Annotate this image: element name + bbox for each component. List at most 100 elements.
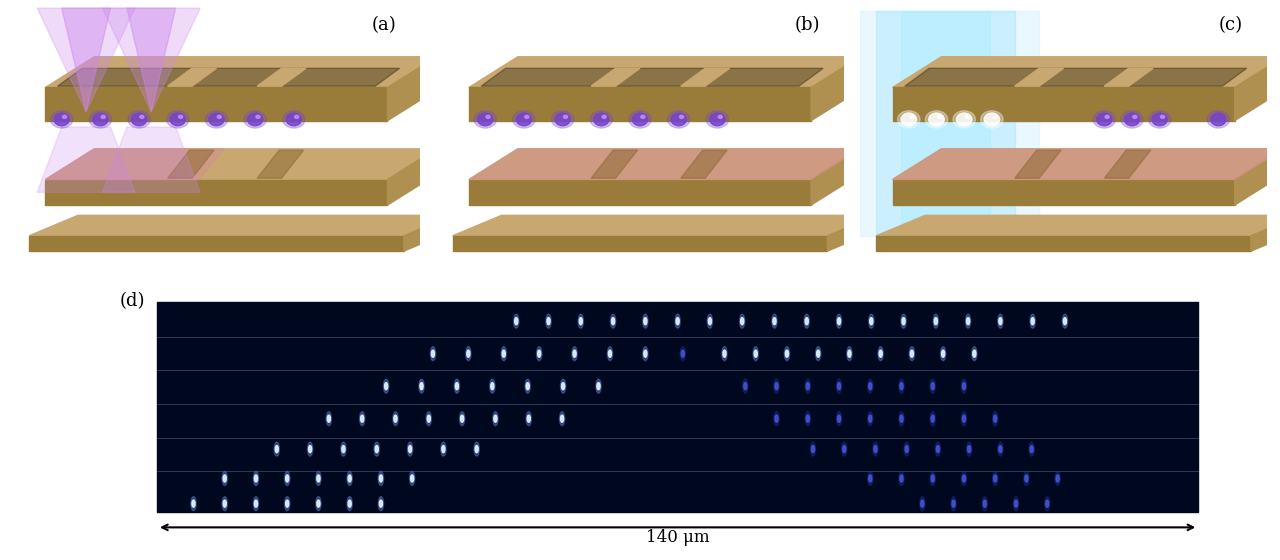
Ellipse shape <box>842 446 846 452</box>
Ellipse shape <box>525 379 530 393</box>
Ellipse shape <box>901 314 906 328</box>
Ellipse shape <box>644 318 646 325</box>
Ellipse shape <box>513 111 535 128</box>
Ellipse shape <box>919 497 925 511</box>
Ellipse shape <box>419 379 424 393</box>
Ellipse shape <box>223 475 227 482</box>
Ellipse shape <box>596 379 602 393</box>
Ellipse shape <box>384 379 389 393</box>
Ellipse shape <box>580 318 582 325</box>
Ellipse shape <box>223 497 228 511</box>
Ellipse shape <box>490 382 494 390</box>
Ellipse shape <box>992 472 998 486</box>
Ellipse shape <box>931 379 936 393</box>
Ellipse shape <box>961 412 966 426</box>
Ellipse shape <box>379 497 384 511</box>
Polygon shape <box>681 150 727 178</box>
Ellipse shape <box>253 472 259 486</box>
Ellipse shape <box>561 415 563 422</box>
Ellipse shape <box>643 314 648 328</box>
Ellipse shape <box>410 472 415 486</box>
Ellipse shape <box>772 314 777 328</box>
Ellipse shape <box>1044 497 1050 511</box>
Ellipse shape <box>869 415 872 422</box>
Ellipse shape <box>602 115 607 118</box>
Ellipse shape <box>316 497 321 511</box>
Ellipse shape <box>900 475 904 482</box>
Ellipse shape <box>910 350 914 357</box>
Ellipse shape <box>878 347 883 361</box>
Ellipse shape <box>348 500 351 507</box>
Ellipse shape <box>294 115 298 118</box>
Ellipse shape <box>847 350 851 357</box>
Ellipse shape <box>1148 111 1171 128</box>
Polygon shape <box>1105 68 1153 86</box>
Polygon shape <box>892 149 1280 180</box>
Ellipse shape <box>90 111 111 128</box>
Ellipse shape <box>1030 314 1036 328</box>
Ellipse shape <box>275 446 278 452</box>
Polygon shape <box>905 68 1247 86</box>
Ellipse shape <box>925 111 947 128</box>
Ellipse shape <box>1030 446 1033 452</box>
Ellipse shape <box>442 446 445 452</box>
Ellipse shape <box>516 113 531 126</box>
Ellipse shape <box>255 500 257 507</box>
Ellipse shape <box>128 111 150 128</box>
Ellipse shape <box>841 442 847 456</box>
Ellipse shape <box>547 318 550 325</box>
Polygon shape <box>45 149 436 180</box>
Ellipse shape <box>879 350 882 357</box>
Polygon shape <box>877 11 1015 236</box>
Ellipse shape <box>951 497 956 511</box>
Ellipse shape <box>952 500 955 507</box>
Ellipse shape <box>847 347 852 361</box>
Ellipse shape <box>671 113 686 126</box>
Polygon shape <box>58 68 399 86</box>
Ellipse shape <box>247 113 262 126</box>
Ellipse shape <box>931 415 934 422</box>
Ellipse shape <box>681 350 685 357</box>
Polygon shape <box>37 8 134 112</box>
Ellipse shape <box>379 500 383 507</box>
Ellipse shape <box>992 412 998 426</box>
Ellipse shape <box>461 415 463 422</box>
Polygon shape <box>892 180 1235 205</box>
Ellipse shape <box>966 442 972 456</box>
Ellipse shape <box>1025 475 1028 482</box>
Ellipse shape <box>411 475 413 482</box>
Ellipse shape <box>526 382 529 390</box>
Ellipse shape <box>641 115 645 118</box>
Ellipse shape <box>744 382 746 390</box>
Ellipse shape <box>579 314 584 328</box>
Ellipse shape <box>426 412 431 426</box>
Ellipse shape <box>556 113 571 126</box>
Polygon shape <box>877 216 1280 236</box>
Ellipse shape <box>379 475 383 482</box>
Ellipse shape <box>255 475 257 482</box>
Ellipse shape <box>836 314 842 328</box>
Ellipse shape <box>191 497 196 511</box>
Ellipse shape <box>284 497 289 511</box>
Ellipse shape <box>980 111 1004 128</box>
Ellipse shape <box>1046 500 1048 507</box>
Ellipse shape <box>900 415 904 422</box>
Ellipse shape <box>328 415 330 422</box>
Ellipse shape <box>1032 318 1034 325</box>
Ellipse shape <box>475 446 479 452</box>
Ellipse shape <box>572 347 577 361</box>
Text: (a): (a) <box>371 16 396 34</box>
Ellipse shape <box>1133 115 1137 118</box>
Ellipse shape <box>256 115 260 118</box>
Polygon shape <box>877 236 1251 251</box>
Ellipse shape <box>942 350 945 357</box>
Ellipse shape <box>1211 113 1226 126</box>
Ellipse shape <box>393 412 398 426</box>
Polygon shape <box>453 236 827 251</box>
Ellipse shape <box>209 113 224 126</box>
Polygon shape <box>468 149 860 180</box>
Ellipse shape <box>869 318 873 325</box>
Polygon shape <box>1015 68 1064 86</box>
Ellipse shape <box>963 415 965 422</box>
Ellipse shape <box>869 314 874 328</box>
